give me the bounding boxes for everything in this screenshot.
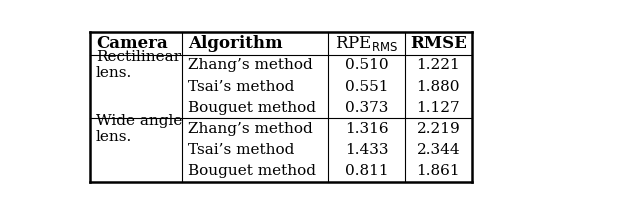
- Text: 0.811: 0.811: [344, 164, 388, 178]
- Text: 1.221: 1.221: [417, 58, 460, 72]
- Text: 0.510: 0.510: [344, 58, 388, 72]
- Text: 0.551: 0.551: [345, 80, 388, 94]
- Text: RPE$_{\mathrm{RMS}}$: RPE$_{\mathrm{RMS}}$: [335, 34, 398, 53]
- Text: 1.861: 1.861: [417, 164, 460, 178]
- Text: Tsai’s method: Tsai’s method: [188, 80, 294, 94]
- Text: 0.373: 0.373: [345, 101, 388, 115]
- Text: Rectilinear
lens.: Rectilinear lens.: [96, 50, 181, 80]
- Text: 1.316: 1.316: [344, 122, 388, 136]
- Text: Zhang’s method: Zhang’s method: [188, 122, 312, 136]
- Text: Bouguet method: Bouguet method: [188, 101, 316, 115]
- Text: Wide angle
lens.: Wide angle lens.: [96, 114, 182, 144]
- Text: 1.880: 1.880: [417, 80, 460, 94]
- Text: 2.344: 2.344: [417, 143, 460, 157]
- Text: 1.127: 1.127: [417, 101, 460, 115]
- Text: Zhang’s method: Zhang’s method: [188, 58, 312, 72]
- Text: RMSE: RMSE: [410, 35, 467, 52]
- Text: Camera: Camera: [96, 35, 168, 52]
- Text: Bouguet method: Bouguet method: [188, 164, 316, 178]
- Text: 2.219: 2.219: [417, 122, 460, 136]
- Text: Tsai’s method: Tsai’s method: [188, 143, 294, 157]
- Text: 1.433: 1.433: [345, 143, 388, 157]
- Text: Algorithm: Algorithm: [188, 35, 282, 52]
